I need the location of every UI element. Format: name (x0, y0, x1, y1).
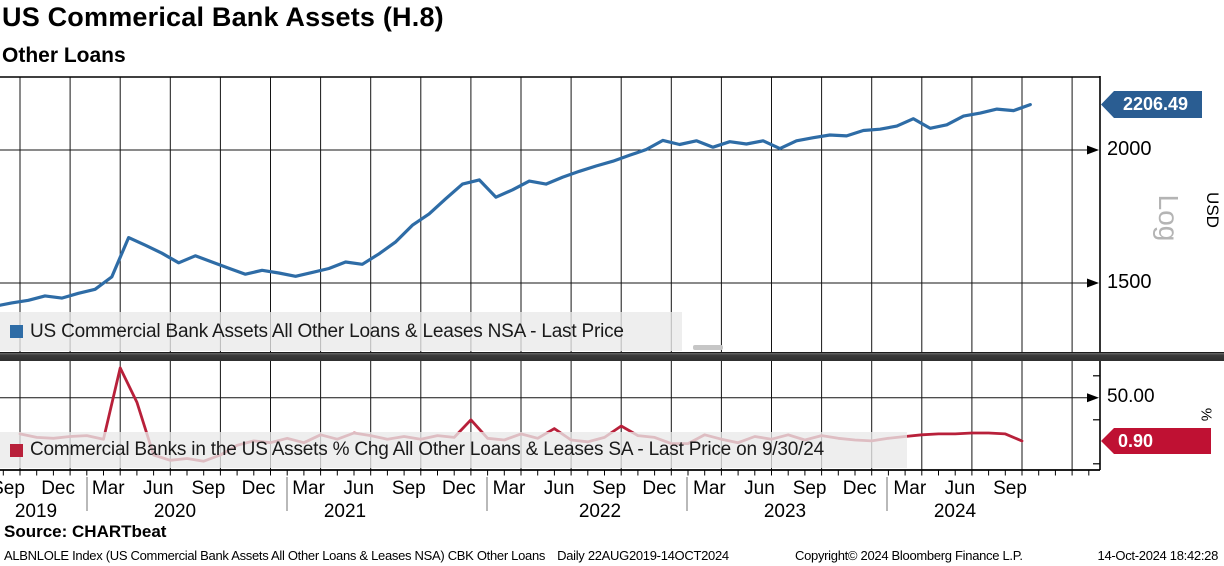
svg-text:Sep: Sep (191, 478, 225, 499)
svg-text:Dec: Dec (242, 478, 276, 499)
ticker-description: ALBNLOLE Index (US Commercial Bank Asset… (4, 548, 729, 563)
svg-text:Mar: Mar (92, 478, 125, 499)
svg-text:Mar: Mar (893, 478, 926, 499)
y-tick-1500: 1500 (1107, 271, 1152, 293)
svg-text:2023: 2023 (764, 501, 806, 522)
last-price-bottom-value: 0.90 (1118, 430, 1154, 451)
svg-text:Jun: Jun (143, 478, 174, 499)
red-series-marker-icon (10, 443, 23, 457)
blue-series-marker-icon (10, 325, 23, 338)
axis-unit-pct-label: % (1197, 407, 1215, 422)
svg-text:Dec: Dec (642, 478, 676, 499)
svg-text:Mar: Mar (493, 478, 526, 499)
source-credit: Source: CHARTbeat (4, 522, 167, 541)
page-title: US Commerical Bank Assets (H.8) (2, 2, 444, 32)
last-price-top-value: 2206.49 (1122, 94, 1189, 114)
axis-unit-usd-label: USD (1203, 192, 1222, 228)
svg-text:Mar: Mar (292, 478, 325, 499)
svg-text:Jun: Jun (744, 478, 775, 499)
copyright-notice: Copyright© 2024 Bloomberg Finance L.P. (795, 548, 1023, 563)
axis-scale-label[interactable]: Log (1153, 194, 1184, 242)
y-tick-50: 50.00 (1107, 386, 1155, 407)
svg-text:Mar: Mar (693, 478, 726, 499)
panel-divider[interactable] (0, 352, 1224, 361)
svg-text:2024: 2024 (934, 501, 977, 522)
svg-text:2020: 2020 (154, 501, 196, 522)
y-tick-2000: 2000 (1107, 138, 1152, 160)
svg-text:Jun: Jun (945, 478, 976, 499)
panel-scroll-thumb[interactable] (693, 345, 723, 350)
last-price-flag-bottom: 0.90 (1101, 428, 1211, 454)
render-timestamp: 14-Oct-2024 18:42:28 (1097, 548, 1219, 563)
legend-bottom-label: Commercial Banks in the US Assets % Chg … (30, 439, 824, 460)
svg-text:Jun: Jun (544, 478, 575, 499)
svg-text:Sep: Sep (592, 478, 626, 499)
svg-text:Sep: Sep (0, 478, 25, 499)
svg-text:2019: 2019 (15, 501, 57, 522)
svg-text:Dec: Dec (41, 478, 75, 499)
svg-text:Jun: Jun (343, 478, 374, 499)
date-range: Daily 22AUG2019-14OCT2024 (557, 548, 729, 563)
svg-text:Sep: Sep (993, 478, 1027, 499)
svg-text:Sep: Sep (793, 478, 827, 499)
svg-text:2022: 2022 (579, 501, 621, 522)
page-subtitle: Other Loans (2, 44, 126, 67)
legend-top-series[interactable]: US Commercial Bank Assets All Other Loan… (0, 312, 682, 351)
svg-text:Sep: Sep (392, 478, 426, 499)
legend-bottom-series[interactable]: Commercial Banks in the US Assets % Chg … (0, 432, 907, 468)
legend-top-label: US Commercial Bank Assets All Other Loan… (30, 320, 624, 342)
svg-text:2021: 2021 (324, 501, 366, 522)
last-price-flag-top: 2206.49 (1101, 91, 1202, 118)
svg-text:Dec: Dec (442, 478, 476, 499)
svg-text:Dec: Dec (843, 478, 877, 499)
